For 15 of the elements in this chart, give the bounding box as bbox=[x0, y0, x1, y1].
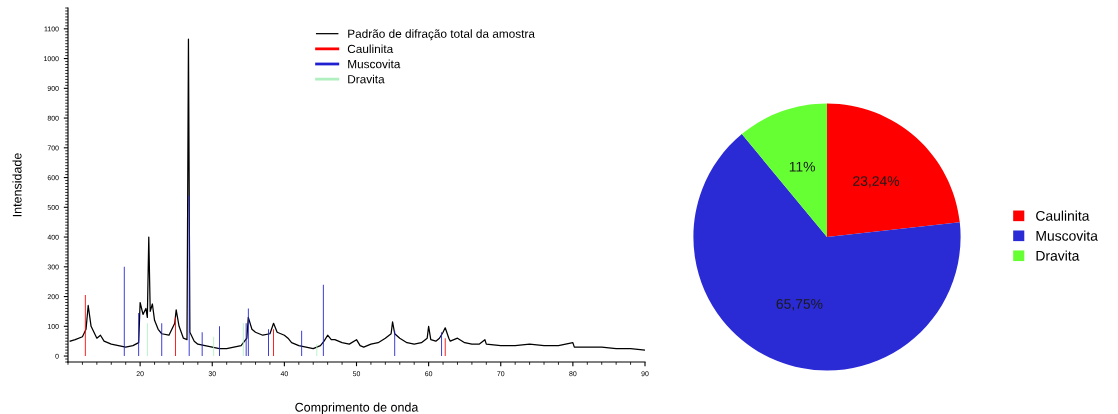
data-label: 11% bbox=[789, 161, 815, 172]
legend-label: Muscovita bbox=[348, 59, 401, 69]
legend-label: Padrão de difração total da amostra bbox=[348, 29, 535, 41]
legend-label: Caulinita bbox=[1036, 210, 1090, 221]
pie-slice bbox=[693, 134, 961, 371]
legend-label: Muscovita bbox=[1036, 230, 1098, 241]
data-label: 65,75% bbox=[776, 299, 823, 311]
data-label: 23,24% bbox=[853, 176, 900, 188]
pie-slice bbox=[827, 103, 960, 237]
legend-label: Caulinita bbox=[347, 44, 394, 54]
legend-label: Dravita bbox=[348, 74, 385, 84]
y-axis-title: Intensidade bbox=[12, 153, 22, 217]
x-axis-title: Comprimento de onda bbox=[295, 402, 419, 414]
pie-slice bbox=[741, 103, 827, 237]
legend-label: Dravita bbox=[1036, 250, 1080, 261]
